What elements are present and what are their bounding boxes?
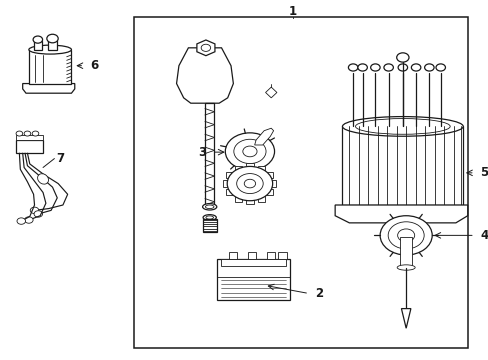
Circle shape bbox=[397, 64, 407, 71]
Bar bbox=[48, 40, 57, 50]
Text: 7: 7 bbox=[56, 152, 64, 165]
Bar bbox=[257, 166, 264, 172]
Polygon shape bbox=[265, 87, 276, 98]
Circle shape bbox=[233, 139, 265, 163]
Circle shape bbox=[225, 133, 274, 170]
Bar bbox=[265, 172, 273, 178]
Ellipse shape bbox=[38, 174, 48, 184]
Circle shape bbox=[227, 166, 272, 201]
Text: 1: 1 bbox=[288, 5, 296, 18]
Ellipse shape bbox=[396, 265, 414, 270]
Polygon shape bbox=[334, 205, 467, 223]
Polygon shape bbox=[401, 309, 410, 328]
Polygon shape bbox=[176, 48, 233, 103]
Polygon shape bbox=[254, 128, 273, 145]
Bar bbox=[247, 252, 256, 258]
Ellipse shape bbox=[29, 45, 71, 54]
Circle shape bbox=[357, 64, 366, 71]
Polygon shape bbox=[197, 40, 215, 56]
Text: 4: 4 bbox=[480, 229, 488, 242]
Ellipse shape bbox=[205, 216, 213, 219]
Circle shape bbox=[201, 44, 210, 51]
Text: 6: 6 bbox=[90, 59, 98, 72]
Bar bbox=[202, 219, 216, 232]
Bar bbox=[223, 180, 230, 187]
Bar bbox=[245, 163, 253, 170]
Bar bbox=[399, 237, 411, 267]
Bar bbox=[257, 195, 264, 202]
Circle shape bbox=[383, 64, 392, 71]
Bar bbox=[278, 252, 286, 258]
Bar bbox=[134, 18, 467, 348]
Circle shape bbox=[370, 64, 379, 71]
Circle shape bbox=[424, 64, 433, 71]
Circle shape bbox=[33, 36, 42, 43]
Circle shape bbox=[410, 64, 420, 71]
Polygon shape bbox=[22, 84, 75, 93]
Bar bbox=[234, 195, 242, 202]
Circle shape bbox=[32, 131, 39, 136]
Bar bbox=[245, 198, 253, 204]
Ellipse shape bbox=[342, 117, 462, 136]
Ellipse shape bbox=[355, 118, 449, 134]
Bar bbox=[16, 140, 43, 153]
Circle shape bbox=[347, 64, 357, 71]
Circle shape bbox=[24, 217, 33, 223]
Circle shape bbox=[435, 64, 445, 71]
Ellipse shape bbox=[205, 205, 214, 208]
Bar bbox=[34, 41, 42, 50]
Circle shape bbox=[34, 211, 42, 217]
Circle shape bbox=[379, 216, 431, 255]
Circle shape bbox=[30, 207, 39, 213]
Circle shape bbox=[243, 146, 257, 157]
Bar bbox=[29, 50, 71, 84]
Ellipse shape bbox=[203, 215, 216, 220]
Bar bbox=[204, 103, 214, 205]
Text: 2: 2 bbox=[314, 287, 322, 300]
Bar bbox=[220, 258, 286, 266]
Circle shape bbox=[17, 218, 25, 224]
Bar bbox=[234, 166, 242, 172]
Circle shape bbox=[16, 131, 22, 136]
Circle shape bbox=[397, 229, 414, 242]
Circle shape bbox=[236, 174, 263, 194]
Ellipse shape bbox=[202, 203, 216, 210]
Bar bbox=[265, 189, 273, 195]
Circle shape bbox=[244, 179, 255, 188]
Bar bbox=[226, 189, 234, 195]
Circle shape bbox=[47, 34, 58, 43]
Bar bbox=[268, 180, 276, 187]
Bar bbox=[226, 172, 234, 178]
Text: 5: 5 bbox=[480, 166, 488, 179]
Bar bbox=[16, 135, 43, 140]
Circle shape bbox=[387, 222, 423, 249]
Circle shape bbox=[24, 131, 31, 136]
Text: 3: 3 bbox=[198, 146, 206, 159]
Bar bbox=[228, 252, 237, 258]
Bar bbox=[216, 258, 289, 300]
Bar bbox=[266, 252, 274, 258]
Circle shape bbox=[396, 53, 408, 62]
Bar bbox=[342, 126, 462, 205]
